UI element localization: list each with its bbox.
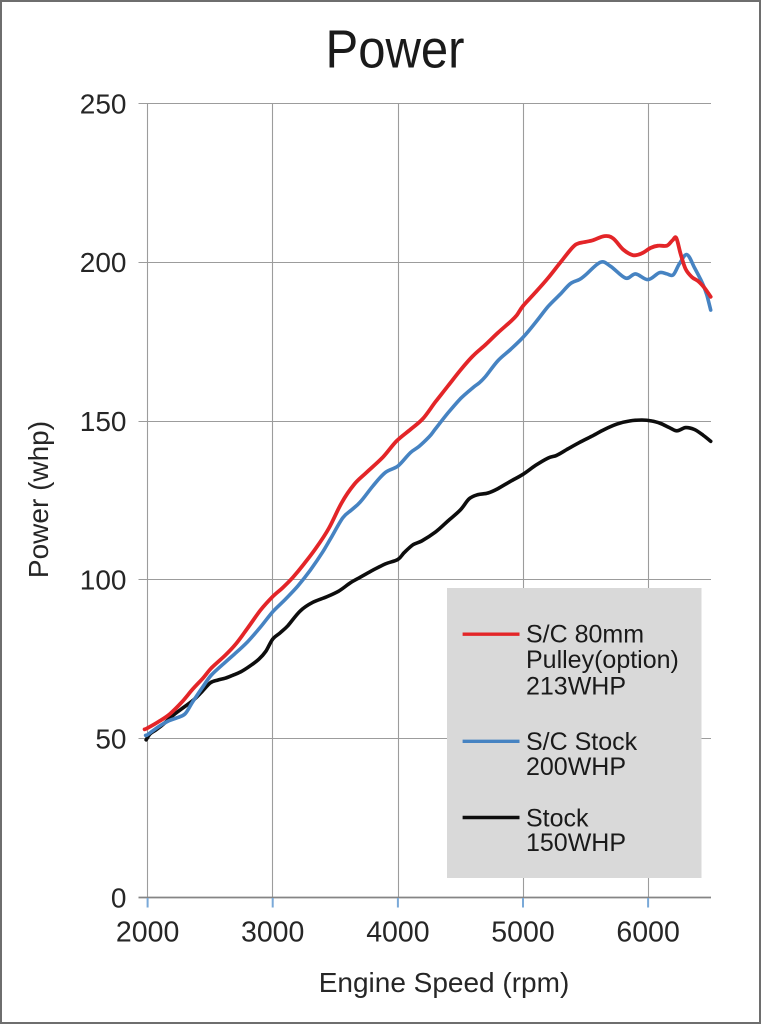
svg-text:6000: 6000 xyxy=(616,917,679,949)
svg-text:250: 250 xyxy=(80,88,127,119)
svg-text:3000: 3000 xyxy=(241,917,304,949)
svg-text:Power (whp): Power (whp) xyxy=(23,421,54,578)
svg-text:5000: 5000 xyxy=(491,917,554,949)
svg-text:Stock: Stock xyxy=(526,805,589,833)
svg-text:2000: 2000 xyxy=(116,917,179,949)
svg-text:200: 200 xyxy=(80,247,127,278)
svg-text:200WHP: 200WHP xyxy=(526,753,626,781)
svg-text:150: 150 xyxy=(80,406,127,437)
svg-text:100: 100 xyxy=(80,565,127,596)
svg-text:S/C 80mm: S/C 80mm xyxy=(526,621,644,649)
svg-text:150WHP: 150WHP xyxy=(526,829,626,857)
svg-text:Pulley(option): Pulley(option) xyxy=(526,646,679,674)
svg-text:50: 50 xyxy=(95,724,126,755)
svg-text:Engine Speed (rpm): Engine Speed (rpm) xyxy=(319,967,570,998)
svg-text:4000: 4000 xyxy=(366,917,429,949)
svg-text:Power: Power xyxy=(326,20,465,80)
svg-text:S/C Stock: S/C Stock xyxy=(526,728,638,756)
svg-text:0: 0 xyxy=(111,882,127,913)
svg-text:213WHP: 213WHP xyxy=(526,673,626,701)
